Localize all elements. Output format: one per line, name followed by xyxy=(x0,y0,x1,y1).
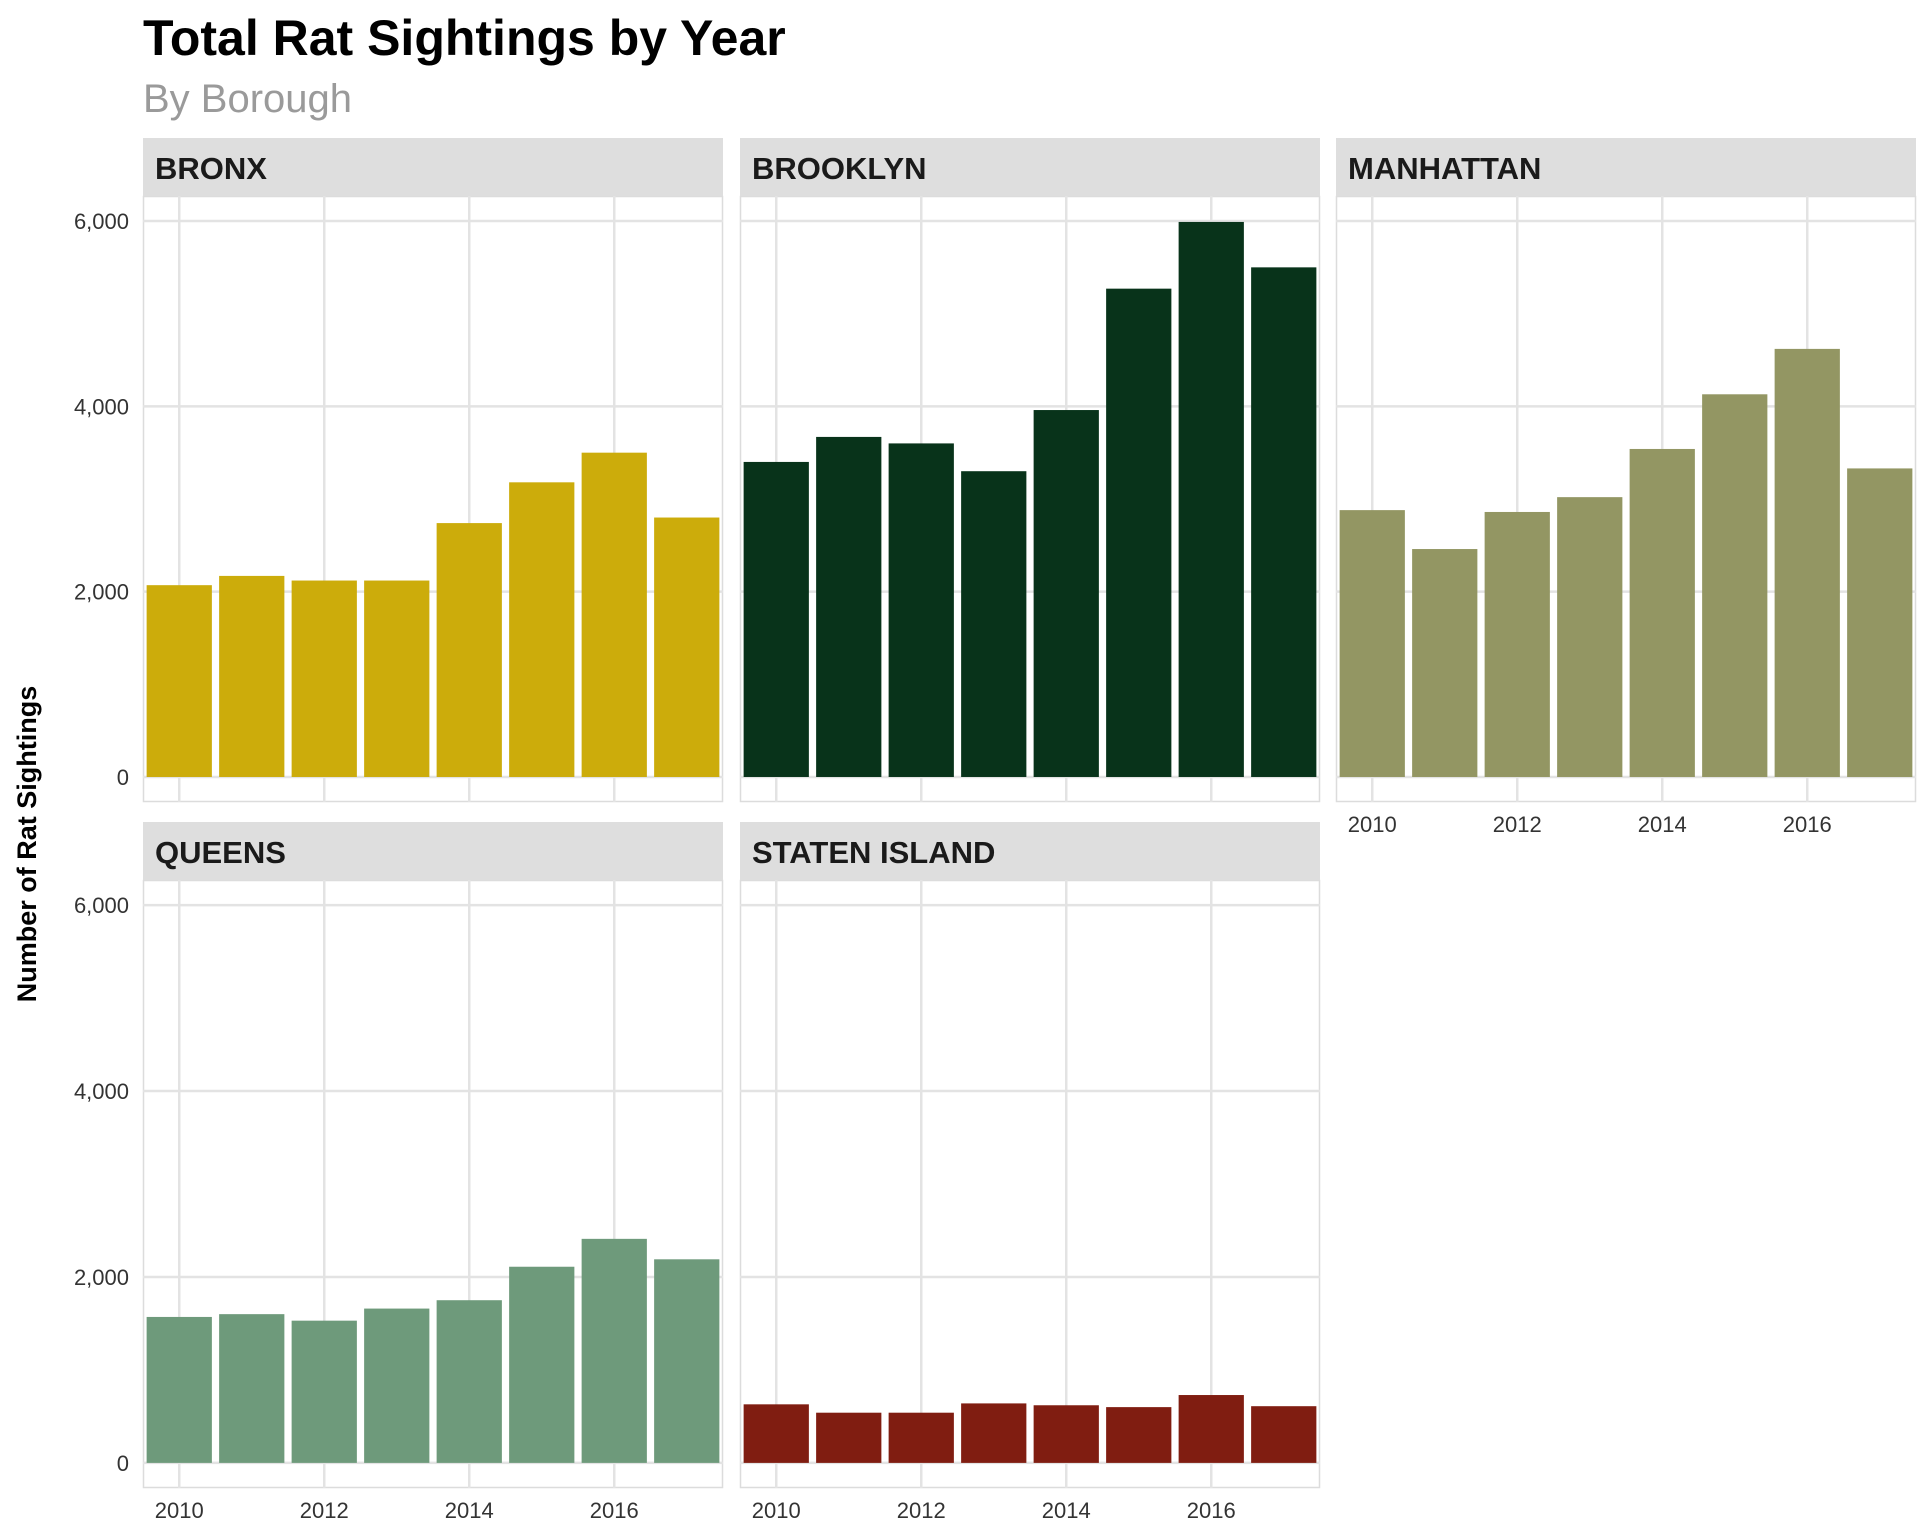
bar-manhattan-2011: 2460 xyxy=(1412,549,1478,777)
bar-queens-2015: 2110 xyxy=(509,1266,575,1463)
bar-staten-island-2014: 620 xyxy=(1033,1405,1099,1463)
chart-subtitle: By Borough xyxy=(143,77,352,121)
y-tick-label: 4,000 xyxy=(74,1079,129,1104)
bar-brooklyn-2014: 3960 xyxy=(1033,410,1099,777)
strip-staten-island xyxy=(740,822,1320,880)
y-tick-label: 6,000 xyxy=(74,209,129,234)
y-tick-label: 0 xyxy=(117,765,129,790)
bar-manhattan-2015: 4130 xyxy=(1702,394,1768,777)
bar-manhattan-2010: 2880 xyxy=(1339,510,1405,777)
strip-bronx xyxy=(143,138,723,196)
bar-queens-2013: 1660 xyxy=(364,1308,430,1463)
bar-bronx-2014: 2740 xyxy=(436,523,502,777)
bar-queens-2012: 1530 xyxy=(291,1320,357,1463)
bar-staten-island-2016: 730 xyxy=(1178,1395,1244,1463)
panel-border-queens xyxy=(142,879,724,1489)
x-tick-label: 2012 xyxy=(300,1498,349,1523)
bar-brooklyn-2012: 3600 xyxy=(888,443,954,777)
bar-brooklyn-2016: 5990 xyxy=(1178,221,1244,777)
panel-manhattan: MANHATTAN 2010 2012 2014 2016 288024602860302… xyxy=(1335,138,1917,837)
x-tick-label: 2010 xyxy=(155,1498,204,1523)
bar-staten-island-2011: 540 xyxy=(816,1412,882,1463)
panel-border-staten-island xyxy=(739,879,1321,1489)
panels: BRONX02,0004,0006,0002070217021202120274… xyxy=(74,138,1917,1523)
bar-bronx-2011: 2170 xyxy=(219,575,285,777)
y-tick-label: 2,000 xyxy=(74,1265,129,1290)
bar-queens-2010: 1570 xyxy=(146,1316,212,1463)
x-tick-label: 2014 xyxy=(1638,812,1687,837)
bar-brooklyn-2013: 3300 xyxy=(961,471,1027,777)
panel-border-manhattan xyxy=(1335,195,1917,803)
bar-bronx-2016: 3500 xyxy=(581,452,647,777)
panel-border-bronx xyxy=(142,195,724,803)
bar-bronx-2015: 3180 xyxy=(509,482,575,777)
panel-bronx: BRONX02,0004,0006,0002070217021202120274… xyxy=(74,138,724,803)
bar-queens-2017: 2190 xyxy=(654,1259,720,1463)
strip-manhattan xyxy=(1336,138,1916,196)
strip-label-manhattan: MANHATTAN xyxy=(1348,151,1541,186)
strip-brooklyn xyxy=(740,138,1320,196)
bar-brooklyn-2015: 5270 xyxy=(1106,288,1172,777)
bar-queens-2014: 1750 xyxy=(436,1300,502,1463)
bar-brooklyn-2010: 3400 xyxy=(743,461,809,777)
x-tick-label: 2016 xyxy=(1783,812,1832,837)
y-axis-label: Number of Rat Sightings xyxy=(12,686,42,1003)
x-tick-label: 2010 xyxy=(1348,812,1397,837)
strip-label-queens: QUEENS xyxy=(155,835,286,870)
x-tick-label: 2016 xyxy=(590,1498,639,1523)
bar-brooklyn-2011: 3670 xyxy=(816,436,882,777)
bar-staten-island-2010: 630 xyxy=(743,1404,809,1463)
bar-manhattan-2016: 4620 xyxy=(1774,348,1840,777)
bar-staten-island-2012: 540 xyxy=(888,1412,954,1463)
panel-border-brooklyn xyxy=(739,195,1321,803)
panel-brooklyn: BROOKLYN 34003670360033003960527059905500 xyxy=(739,138,1321,803)
bar-bronx-2013: 2120 xyxy=(364,580,430,777)
bar-bronx-2012: 2120 xyxy=(291,580,357,777)
strip-label-staten-island: STATEN ISLAND xyxy=(752,835,995,870)
strip-label-bronx: BRONX xyxy=(155,151,267,186)
x-tick-label: 2014 xyxy=(1042,1498,1091,1523)
bar-brooklyn-2017: 5500 xyxy=(1251,267,1317,777)
y-tick-label: 0 xyxy=(117,1451,129,1476)
y-tick-label: 2,000 xyxy=(74,580,129,605)
x-tick-label: 2010 xyxy=(752,1498,801,1523)
strip-label-brooklyn: BROOKLYN xyxy=(752,151,927,186)
y-tick-label: 6,000 xyxy=(74,893,129,918)
strip-queens xyxy=(143,822,723,880)
x-tick-label: 2014 xyxy=(445,1498,494,1523)
x-tick-label: 2012 xyxy=(1493,812,1542,837)
x-tick-label: 2016 xyxy=(1187,1498,1236,1523)
bar-manhattan-2014: 3540 xyxy=(1629,448,1695,777)
bar-bronx-2010: 2070 xyxy=(146,585,212,777)
bar-manhattan-2017: 3330 xyxy=(1847,468,1913,777)
chart-title: Total Rat Sightings by Year xyxy=(143,10,786,66)
bar-bronx-2017: 2800 xyxy=(654,517,720,777)
y-tick-label: 4,000 xyxy=(74,394,129,419)
bar-staten-island-2013: 640 xyxy=(961,1403,1027,1463)
panel-queens: QUEENS 0 2,000 4,000 6,000 2010 2012 2014 2016 15… xyxy=(74,822,724,1523)
bar-staten-island-2015: 600 xyxy=(1106,1407,1172,1463)
x-tick-label: 2012 xyxy=(897,1498,946,1523)
bar-manhattan-2013: 3020 xyxy=(1557,497,1623,777)
bar-queens-2016: 2410 xyxy=(581,1238,647,1463)
bar-queens-2011: 1600 xyxy=(219,1314,285,1463)
bar-staten-island-2017: 610 xyxy=(1251,1406,1317,1463)
bar-manhattan-2012: 2860 xyxy=(1484,511,1550,777)
